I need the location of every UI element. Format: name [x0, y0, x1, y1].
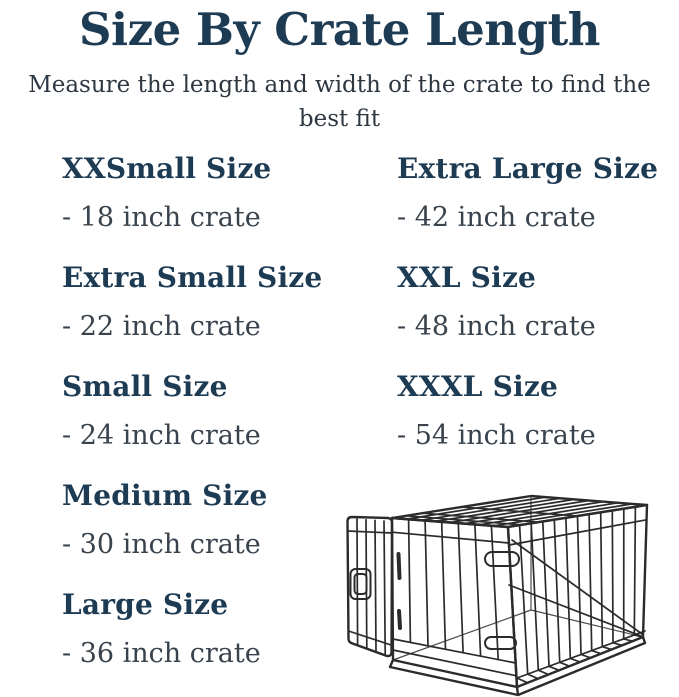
size-name: Medium Size [62, 479, 268, 512]
size-column-right: Extra Large Size - 42 inch crate XXL Size -… [397, 151, 677, 478]
page-title: Size By Crate Length [78, 3, 601, 56]
page-subtitle: Measure the length and width of the crat… [28, 72, 651, 132]
size-item: Small Size - 24 inch crate [62, 369, 372, 478]
size-detail: - 18 inch crate [62, 202, 261, 233]
size-detail: - 30 inch crate [62, 529, 261, 560]
size-item: Extra Large Size - 42 inch crate [397, 151, 677, 260]
size-column-left: XXSmall Size - 18 inch crate Extra Small S… [62, 151, 372, 696]
wire-dog-crate-illustration [338, 485, 678, 697]
size-item: Large Size - 36 inch crate [62, 587, 372, 696]
size-detail: - 48 inch crate [397, 311, 596, 342]
size-detail: - 24 inch crate [62, 420, 261, 451]
size-item: XXL Size - 48 inch crate [397, 260, 677, 369]
size-name: Large Size [62, 588, 229, 621]
size-name: Extra Small Size [62, 261, 323, 294]
size-detail: - 42 inch crate [397, 202, 596, 233]
size-item: XXXL Size - 54 inch crate [397, 369, 677, 478]
size-detail: - 22 inch crate [62, 311, 261, 342]
size-name: Extra Large Size [397, 152, 659, 185]
size-name: XXL Size [397, 261, 537, 294]
size-name: Small Size [62, 370, 228, 403]
size-item: Extra Small Size - 22 inch crate [62, 260, 372, 369]
size-item: Medium Size - 30 inch crate [62, 478, 372, 587]
size-detail: - 54 inch crate [397, 420, 596, 451]
wire-dog-crate-icon [346, 494, 649, 697]
size-name: XXSmall Size [62, 152, 272, 185]
size-item: XXSmall Size - 18 inch crate [62, 151, 372, 260]
size-detail: - 36 inch crate [62, 638, 261, 669]
size-name: XXXL Size [397, 370, 558, 403]
